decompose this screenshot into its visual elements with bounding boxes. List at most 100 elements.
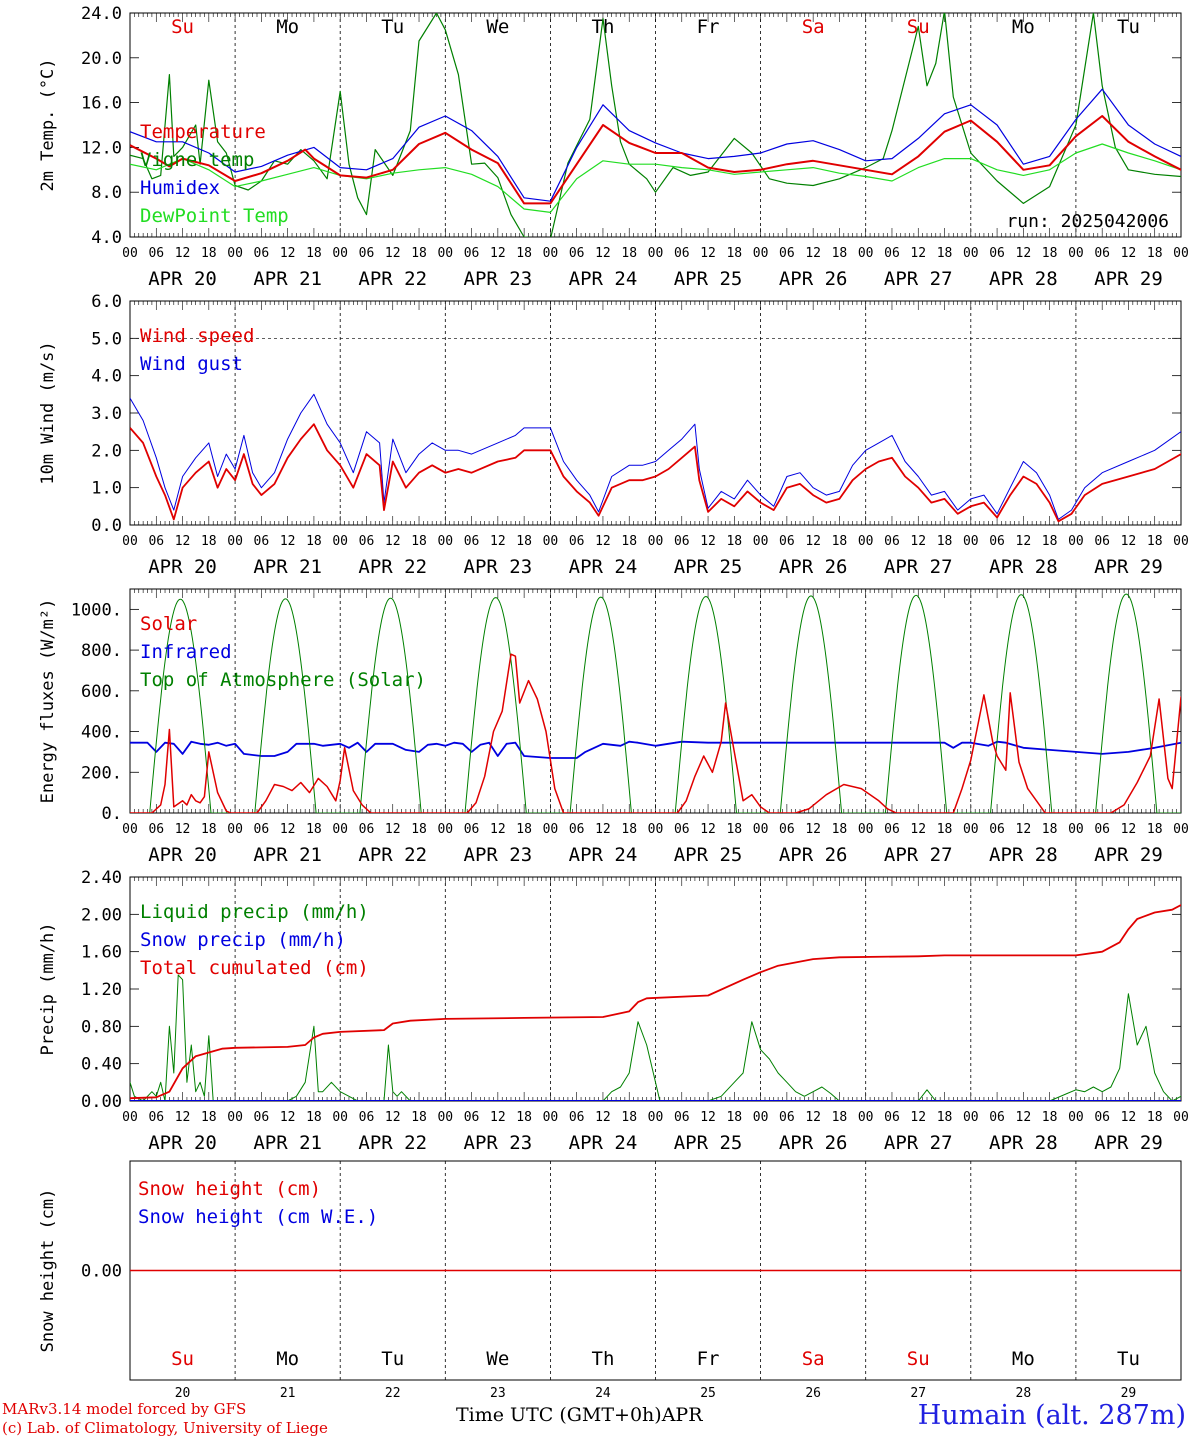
day-label: APR 29 — [1094, 844, 1163, 866]
x-tick-label: 18 — [306, 534, 322, 549]
x-tick-label: 06 — [884, 534, 900, 549]
day-label: APR 21 — [253, 268, 322, 290]
day-label: APR 27 — [884, 844, 953, 866]
day-label: APR 23 — [464, 844, 533, 866]
day-number: 21 — [280, 1386, 296, 1401]
day-number: 26 — [805, 1386, 821, 1401]
day-label: APR 25 — [674, 844, 743, 866]
x-tick-label: 06 — [989, 534, 1005, 549]
x-tick-label: 06 — [674, 1110, 690, 1125]
y-axis-label: Snow height (cm) — [38, 1189, 58, 1353]
x-tick-label: 00 — [332, 1110, 348, 1125]
day-label: APR 22 — [358, 268, 427, 290]
y-tick-label: 12.0 — [81, 138, 122, 158]
x-tick-label: 12 — [385, 822, 401, 837]
weekday-label: Fr — [697, 16, 720, 38]
legend-entry: Humidex — [140, 177, 220, 199]
x-tick-label: 00 — [227, 1110, 243, 1125]
x-tick-label: 00 — [543, 822, 559, 837]
day-number: 22 — [385, 1386, 401, 1401]
x-tick-label: 00 — [648, 1110, 664, 1125]
x-tick-label: 18 — [516, 1110, 532, 1125]
x-tick-label: 12 — [910, 1110, 926, 1125]
y-tick-label: 400. — [81, 723, 122, 743]
day-label: APR 23 — [464, 1132, 533, 1154]
x-tick-label: 00 — [227, 246, 243, 261]
month-label: APR — [661, 1404, 703, 1426]
weekday-label: Su — [907, 1348, 930, 1370]
y-tick-label: 0. — [102, 804, 122, 824]
y-tick-label: 0.80 — [81, 1017, 122, 1037]
x-tick-label: 00 — [437, 246, 453, 261]
x-tick-label: 00 — [227, 822, 243, 837]
legend-entry: Total cumulated (cm) — [140, 957, 369, 979]
x-tick-label: 00 — [332, 822, 348, 837]
x-tick-label: 12 — [700, 822, 716, 837]
day-label: APR 28 — [989, 844, 1058, 866]
y-axis-label: Energy fluxes (W/m²) — [38, 599, 58, 804]
day-label: APR 24 — [569, 844, 638, 866]
x-tick-label: 06 — [148, 822, 164, 837]
y-tick-label: 3.0 — [91, 404, 122, 424]
series-line-humidex — [130, 88, 1181, 202]
x-tick-label: 12 — [700, 246, 716, 261]
day-label: APR 21 — [253, 844, 322, 866]
x-tick-label: 12 — [1121, 246, 1137, 261]
x-tick-label: 00 — [858, 246, 874, 261]
series-group — [130, 13, 1181, 237]
x-tick-label: 00 — [648, 534, 664, 549]
y-tick-label: 20.0 — [81, 49, 122, 69]
weekday-label: Th — [592, 1348, 615, 1370]
legend-entry: Infrared — [140, 641, 232, 663]
series-line-top-of-atmosphere-solar- — [130, 593, 1181, 813]
x-tick-label: 06 — [989, 822, 1005, 837]
series-line-infrared — [130, 740, 1181, 759]
weekday-label: Mo — [276, 16, 299, 38]
legend-entry: Top of Atmosphere (Solar) — [140, 669, 426, 691]
x-tick-label: 00 — [437, 534, 453, 549]
weekday-label: Mo — [1012, 16, 1035, 38]
x-tick-label: 18 — [832, 1110, 848, 1125]
x-tick-label: 06 — [884, 822, 900, 837]
day-label: APR 26 — [779, 556, 848, 578]
x-tick-label: 00 — [1173, 534, 1189, 549]
x-tick-label: 00 — [543, 534, 559, 549]
x-tick-label: 06 — [148, 1110, 164, 1125]
run-label: run: 2025042006 — [1006, 211, 1169, 232]
x-tick-label: 06 — [1094, 534, 1110, 549]
day-label: APR 23 — [464, 268, 533, 290]
series-line-solar — [130, 653, 1181, 813]
x-tick-label: 18 — [832, 534, 848, 549]
weekday-label: Fr — [697, 1348, 720, 1370]
x-tick-label: 00 — [437, 1110, 453, 1125]
x-tick-label: 06 — [148, 534, 164, 549]
lab-credit: (c) Lab. of Climatology, University of L… — [2, 1419, 328, 1437]
x-tick-label: 18 — [1042, 822, 1058, 837]
x-tick-label: 18 — [1042, 246, 1058, 261]
day-label: APR 21 — [253, 1132, 322, 1154]
day-number: 23 — [490, 1386, 506, 1401]
x-tick-label: 18 — [411, 246, 427, 261]
day-label: APR 24 — [569, 1132, 638, 1154]
day-label: APR 29 — [1094, 556, 1163, 578]
y-tick-label: 1.20 — [81, 980, 122, 1000]
day-label: APR 26 — [779, 1132, 848, 1154]
day-label: APR 27 — [884, 268, 953, 290]
x-tick-label: 18 — [937, 534, 953, 549]
x-tick-label: 06 — [674, 246, 690, 261]
x-tick-label: 12 — [595, 534, 611, 549]
weekday-label: Mo — [276, 1348, 299, 1370]
x-tick-label: 06 — [884, 246, 900, 261]
x-tick-label: 12 — [490, 246, 506, 261]
day-number: 25 — [700, 1386, 716, 1401]
x-tick-label: 06 — [569, 1110, 585, 1125]
series-group — [130, 393, 1181, 523]
x-tick-label: 18 — [306, 822, 322, 837]
plot-frame — [129, 588, 1182, 814]
x-tick-label: 12 — [805, 822, 821, 837]
x-tick-label: 06 — [359, 246, 375, 261]
day-number: 27 — [910, 1386, 926, 1401]
x-tick-label: 00 — [332, 246, 348, 261]
y-axis-label: 10m Wind (m/s) — [38, 341, 58, 484]
